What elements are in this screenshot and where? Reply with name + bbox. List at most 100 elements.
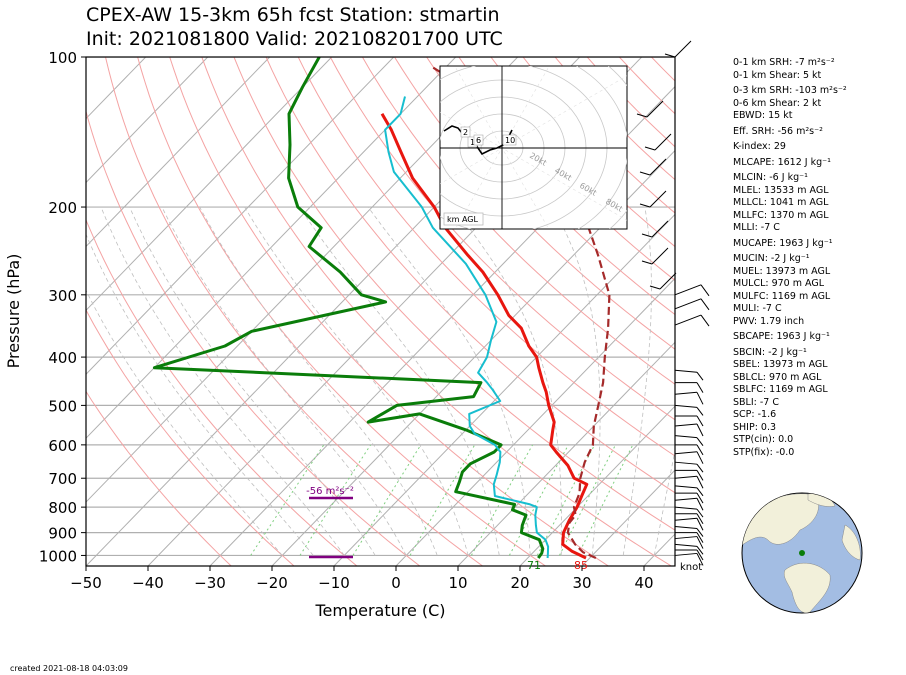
dry-adiabat — [86, 109, 421, 566]
x-tick-label: 0 — [391, 574, 401, 592]
y-tick-label: 900 — [48, 525, 77, 543]
dry-adiabat — [329, 57, 675, 421]
dry-adiabat — [361, 57, 675, 385]
sounding-index: MULI: -7 C — [733, 303, 782, 314]
dry-adiabat — [265, 57, 675, 494]
sounding-index: MLLFC: 1370 m AGL — [733, 209, 829, 221]
isotherm-gridline — [271, 149, 675, 566]
wind-barb — [675, 492, 704, 504]
x-tick-label: −30 — [194, 574, 226, 592]
isotherm-gridline — [581, 469, 675, 566]
wind-barb-shaft — [674, 451, 698, 455]
mixing-ratio-line — [559, 444, 616, 556]
wind-barb — [664, 40, 692, 58]
sounding-index: SBCAPE: 1963 J kg⁻¹ — [733, 331, 830, 342]
isotherm-gridline — [86, 57, 457, 439]
hodograph-height-label: 1 — [470, 138, 475, 147]
wind-barb-flag — [696, 492, 704, 504]
wind-barb-flag — [696, 476, 704, 489]
hodograph-height-label: 2 — [463, 128, 468, 137]
africa — [841, 524, 861, 561]
wind-barb-shaft — [674, 404, 698, 408]
wind-barb-flag — [696, 415, 704, 427]
wind-barb-flag — [696, 423, 704, 437]
wind-barb — [674, 517, 704, 531]
wind-barb-shaft — [674, 543, 698, 547]
hodograph-height-label: 6 — [476, 136, 481, 145]
moist-adiabat — [129, 206, 376, 556]
wind-barb-shaft — [674, 40, 692, 58]
moist-adiabat — [653, 448, 675, 556]
wind-barb-flag — [641, 233, 653, 238]
dry-adiabat — [105, 57, 483, 566]
y-axis-label: Pressure (hPa) — [4, 254, 23, 369]
wind-barb-flag — [639, 203, 651, 208]
sounding-index: MULFC: 1169 m AGL — [733, 290, 831, 302]
sounding-index: MLCAPE: 1612 J kg⁻¹ — [733, 156, 831, 168]
wind-barb-shaft — [674, 485, 698, 489]
mixing-ratio-line — [250, 444, 325, 556]
isotherm-gridline — [86, 57, 209, 184]
wind-barb — [674, 552, 704, 566]
wind-barb-shaft — [674, 526, 698, 530]
wind-barb-shaft — [674, 298, 702, 310]
hodograph-height-box — [502, 134, 517, 146]
x-tick-label: 30 — [572, 574, 591, 592]
moist-adiabat — [244, 206, 469, 556]
wind-barb-shaft — [674, 552, 698, 556]
wind-barb — [649, 272, 677, 290]
wind-barb-flag — [696, 470, 704, 481]
wind-barb-flag — [636, 113, 648, 118]
isotherm-gridline — [86, 57, 333, 312]
wind-barb-shaft — [674, 435, 698, 439]
sounding-index: MUCIN: -2 J kg⁻¹ — [733, 253, 810, 264]
sounding-index: SBLI: -7 C — [733, 396, 779, 408]
x-tick-label: 10 — [448, 574, 467, 592]
wind-barb-flag — [696, 528, 704, 537]
mixing-ratio-line — [299, 444, 372, 556]
sounding-indices-panel: 0-1 km SRH: -7 m²s⁻² 0-1 km Shear: 5 kt 0-… — [733, 57, 903, 459]
station-marker — [799, 550, 805, 556]
wind-barb — [674, 506, 704, 518]
wind-barb — [674, 475, 704, 489]
wind-barb-flag — [639, 171, 651, 176]
x-tick-label: −50 — [70, 574, 102, 592]
sounding-index: MUEL: 13973 m AGL — [733, 265, 831, 277]
sounding-index: SCP: -1.6 — [733, 409, 777, 420]
sounding-index: MUCAPE: 1963 J kg⁻¹ — [733, 237, 833, 249]
sounding-index: SHIP: 0.3 — [733, 421, 777, 433]
sounding-index: PWV: 1.79 inch — [733, 315, 805, 327]
isotherm-gridline — [86, 57, 271, 248]
wind-barb — [674, 298, 710, 311]
dry-adiabat — [137, 57, 546, 566]
wind-barb-flag — [696, 513, 704, 525]
y-tick-label: 100 — [48, 49, 77, 67]
barb-units-label: knot — [680, 562, 702, 573]
sounding-index: MULCL: 970 m AGL — [733, 278, 825, 289]
wind-barb-shaft — [646, 100, 664, 118]
sounding-index: SBEL: 13973 m AGL — [733, 359, 828, 370]
sounding-index: EBWD: 15 kt — [733, 110, 793, 121]
wind-barb-flag — [696, 463, 704, 473]
mixing-ratio-line — [508, 444, 569, 556]
sounding-index: 0-1 km Shear: 5 kt — [733, 69, 822, 81]
wind-barb-shaft — [674, 517, 698, 521]
sounding-index: Eff. SRH: -56 m²s⁻² — [733, 125, 823, 137]
moist-adiabat — [100, 206, 345, 556]
wind-barb — [675, 513, 704, 525]
y-tick-label: 600 — [48, 437, 77, 455]
wind-barb — [674, 526, 704, 537]
wind-barb-shaft — [674, 314, 702, 326]
wind-barb — [641, 220, 669, 238]
dry-adiabat — [86, 390, 232, 566]
wind-barb-flag — [696, 407, 704, 416]
moist-adiabat — [199, 206, 438, 556]
wind-barb — [674, 485, 704, 497]
y-tick-label: 400 — [48, 349, 77, 367]
wind-barb-shaft — [674, 423, 698, 427]
wind-barb-flag — [696, 392, 704, 405]
dewpoint-profile — [152, 57, 545, 559]
wind-barb — [675, 469, 704, 481]
y-tick-label: 700 — [48, 470, 77, 488]
wind-barb — [675, 382, 704, 393]
